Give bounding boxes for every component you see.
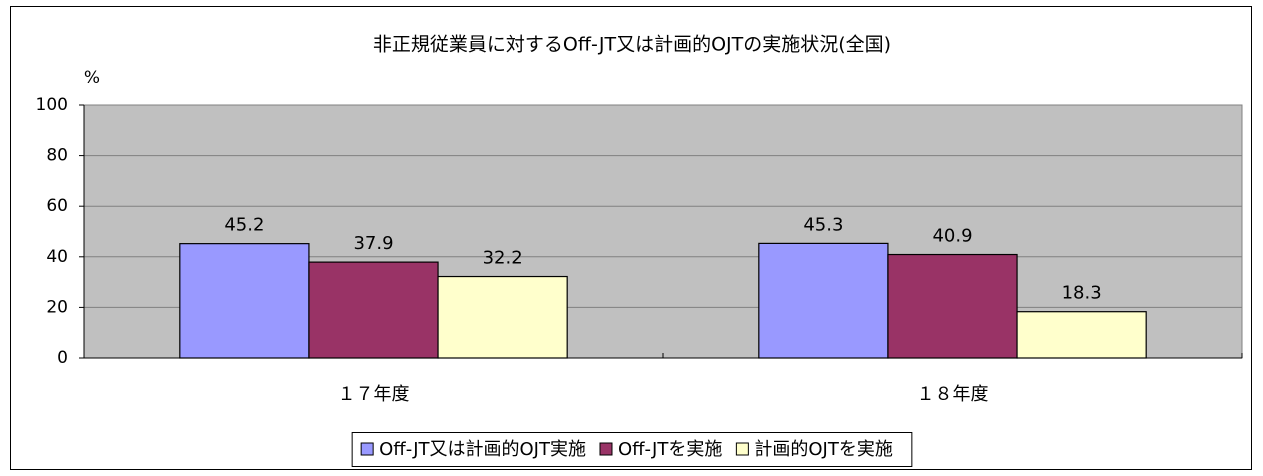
bar: [887, 253, 1018, 359]
x-tick-label: １７年度: [338, 384, 410, 405]
y-tick-label: 100: [36, 95, 68, 115]
legend-label: Off-JT又は計画的OJT実施: [379, 439, 586, 460]
bar: [437, 275, 568, 359]
y-tick-label: 60: [46, 196, 68, 216]
value-label: 37.9: [353, 233, 393, 254]
legend-swatch: [599, 442, 613, 456]
legend: [351, 432, 913, 467]
bar: [179, 243, 310, 359]
x-tick-label: １８年度: [917, 384, 989, 405]
bar: [1016, 311, 1147, 359]
value-label: 18.3: [1062, 283, 1102, 304]
y-axis-label: %: [84, 68, 100, 88]
value-label: 45.3: [803, 214, 843, 235]
y-tick-label: 40: [46, 247, 68, 267]
value-label: 32.2: [483, 248, 523, 269]
chart-title: 非正規従業員に対するOff-JT又は計画的OJTの実施状況(全国): [373, 34, 891, 56]
y-tick-label: 0: [57, 348, 68, 368]
legend-label: Off-JTを実施: [618, 439, 722, 460]
y-tick-label: 80: [46, 146, 68, 166]
legend-swatch: [735, 442, 749, 456]
bar: [308, 261, 439, 359]
value-label: 45.2: [224, 215, 264, 236]
legend-label: 計画的OJTを実施: [754, 439, 892, 460]
bar: [758, 242, 889, 359]
value-label: 40.9: [932, 226, 972, 247]
legend-swatch: [360, 442, 374, 456]
y-tick-label: 20: [46, 297, 68, 317]
